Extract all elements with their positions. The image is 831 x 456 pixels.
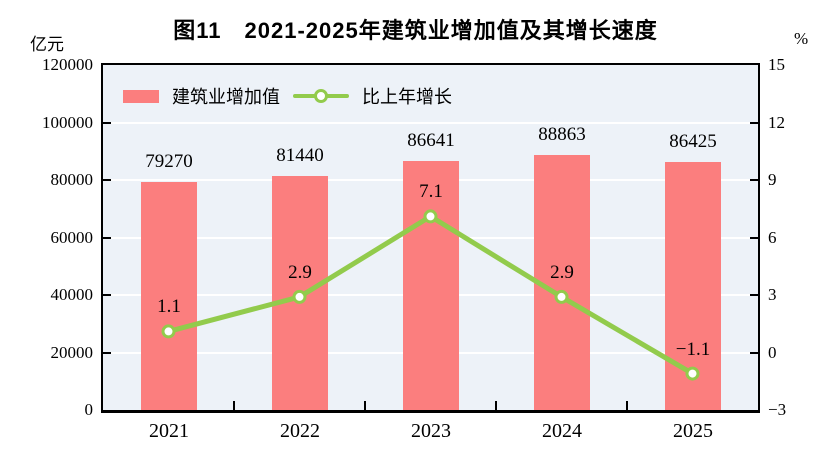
bar-value-label: 86641: [407, 130, 455, 151]
legend: 建筑业增加值 比上年增长: [123, 83, 452, 109]
growth-line-path: [166, 213, 695, 377]
x-axis-tick: [626, 401, 628, 410]
x-axis-category-label: 2025: [673, 420, 713, 442]
x-axis-tick: [233, 401, 235, 410]
bar-value-label: 81440: [276, 145, 324, 166]
right-axis-tick-label: 0: [768, 342, 777, 362]
right-axis-tick: [750, 294, 758, 296]
bar: [141, 182, 197, 410]
right-axis-tick-label: 6: [768, 227, 777, 247]
bar-series-legend-swatch: [123, 89, 159, 103]
right-axis-tick: [750, 121, 758, 124]
x-axis-category-label: 2021: [149, 420, 189, 442]
right-axis-tick-label: 3: [768, 285, 777, 304]
bar: [403, 161, 459, 410]
right-axis-tick: [750, 351, 758, 354]
x-axis-category-label: 2023: [411, 420, 451, 442]
x-axis-tick: [495, 401, 497, 410]
line-value-label: 2.9: [288, 262, 312, 283]
line-legend-marker: [314, 89, 328, 103]
left-axis-tick-label: 60000: [50, 227, 94, 247]
right-axis-tick-label: 9: [768, 170, 777, 189]
line-value-label: −1.1: [675, 339, 711, 360]
bar-value-label: 88863: [538, 124, 586, 145]
bar: [534, 155, 590, 410]
left-axis-tick: [103, 121, 111, 124]
left-axis-unit: 亿元: [30, 35, 64, 54]
x-axis-category-label: 2024: [542, 420, 582, 442]
line-series-legend-label: 比上年增长: [362, 87, 452, 107]
left-axis-tick-label: 80000: [50, 170, 94, 189]
left-axis-tick-label: 40000: [50, 285, 94, 304]
line-marker: [685, 366, 700, 381]
right-axis-tick-label: −3: [768, 400, 787, 419]
bar-series-legend-label: 建筑业增加值: [172, 87, 280, 107]
right-axis-tick: [750, 236, 758, 239]
right-axis-tick-label: 12: [768, 112, 785, 132]
line-value-label: 1.1: [157, 296, 181, 317]
left-axis-tick-label: 20000: [50, 342, 94, 362]
chart-title: 图11 2021-2025年建筑业增加值及其增长速度: [173, 18, 658, 43]
line-marker: [423, 209, 438, 224]
growth-line: [161, 209, 700, 381]
line-value-label: 2.9: [550, 262, 574, 283]
left-axis-tick: [103, 351, 111, 354]
plot-area: 建筑业增加值 比上年增长 79270 81440 86641 88863 86425 1.…: [101, 63, 760, 413]
right-axis-unit: %: [794, 29, 809, 48]
left-axis-tick-label: 0: [84, 400, 94, 419]
left-axis-tick: [103, 294, 111, 296]
line-marker: [554, 289, 569, 304]
left-axis-tick-label: 120000: [42, 55, 93, 74]
left-axis-tick-label: 100000: [42, 112, 93, 132]
line-marker: [292, 289, 307, 304]
right-axis-tick: [750, 179, 758, 181]
line-series-legend-icon: [293, 88, 349, 104]
right-axis-tick-label: 15: [768, 55, 785, 74]
left-axis-tick: [103, 179, 111, 181]
bar-value-label: 79270: [145, 151, 193, 172]
gridline: [103, 121, 758, 124]
bar-value-label: 86425: [669, 131, 717, 152]
left-axis-tick: [103, 236, 111, 239]
x-axis-tick: [364, 401, 366, 410]
line-marker: [161, 324, 176, 339]
x-axis-category-label: 2022: [280, 420, 320, 442]
line-value-label: 7.1: [419, 181, 443, 202]
